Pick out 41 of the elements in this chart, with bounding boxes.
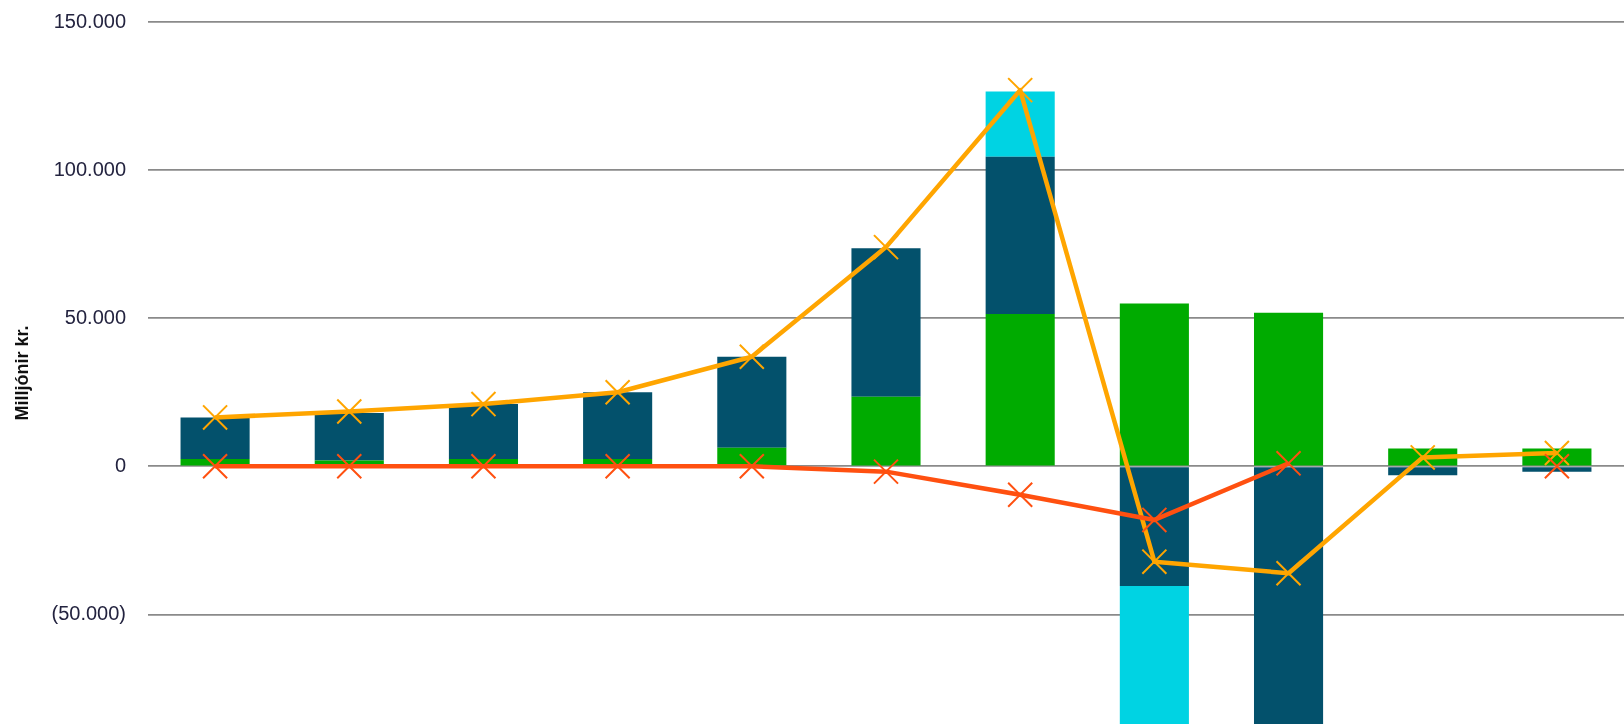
bar (448, 404, 519, 459)
point (604, 453, 631, 480)
bar (180, 417, 250, 459)
bar (851, 248, 921, 397)
point (1275, 450, 1302, 477)
point (1141, 548, 1168, 575)
point (1007, 77, 1034, 104)
point (872, 458, 900, 485)
point (1141, 506, 1168, 533)
point (1275, 560, 1302, 587)
point (1007, 481, 1034, 508)
point (604, 379, 631, 406)
y-tick-label: 0 (114, 453, 126, 476)
point (336, 453, 363, 480)
y-tick-label: 150.000 (53, 9, 126, 32)
bar (851, 396, 921, 466)
point (336, 398, 363, 425)
point (470, 391, 497, 418)
point (1409, 444, 1436, 471)
point (738, 343, 765, 370)
point (872, 234, 900, 261)
bar (717, 356, 787, 448)
point (1543, 453, 1570, 480)
point (470, 453, 497, 480)
bar (985, 314, 1055, 466)
y-axis-title: Milljónir kr. (11, 325, 32, 421)
bar (583, 392, 653, 459)
bar (314, 412, 384, 461)
point (738, 453, 765, 480)
point (1543, 439, 1570, 466)
point (202, 404, 229, 431)
bar (1253, 312, 1324, 466)
bar (1253, 467, 1324, 724)
y-tick-label: 100.000 (53, 157, 126, 180)
bar (1119, 303, 1189, 466)
bar (985, 156, 1055, 315)
y-tick-label: 50.000 (64, 305, 126, 328)
y-tick-label: (50.000) (51, 601, 126, 624)
point (202, 453, 229, 480)
bar (1522, 467, 1592, 472)
bar (1119, 585, 1189, 724)
